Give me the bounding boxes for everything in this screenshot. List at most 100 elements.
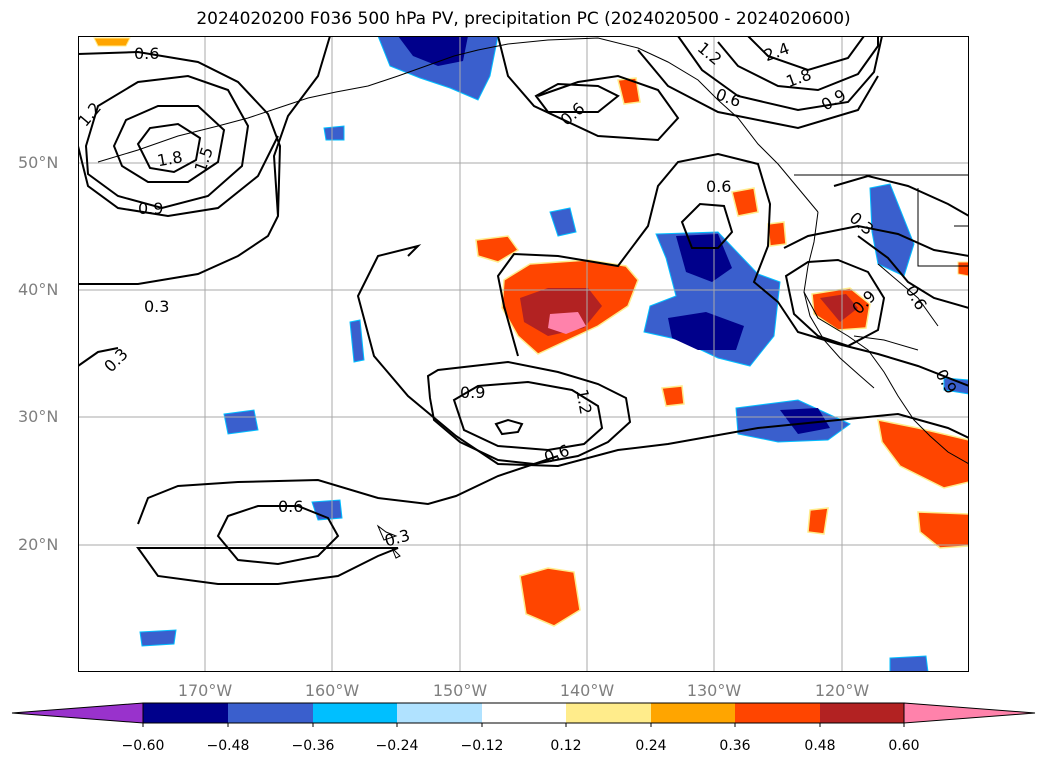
contour-label: 0.6 [902,282,931,314]
border-states [877,188,969,327]
lon-label-120w: 120°W [814,681,870,700]
map-panel: 0.6 1.2 1.8 1.5 0.9 0.3 0.3 0.6 1.2 2.4 … [78,36,969,672]
contour-ne-1p2 [677,36,883,112]
contour-label: 0.6 [278,497,303,516]
contour-label: 0.6 [706,177,731,196]
contour-label: 0.3 [382,526,412,551]
precip-area-warm-2 [731,187,759,217]
lat-label-50n: 50°N [18,153,59,172]
colorbar-swatch [397,703,482,723]
contour-0p6-northwest [78,50,282,217]
contour-ne-0p9 [637,49,879,130]
contour-0p3-southwest [78,347,119,367]
contour-alaska-low-1p2 [84,74,250,210]
contour-0p6-east [857,235,969,309]
precip-positive-areas [93,37,969,627]
colorbar-arrow-right [903,702,1036,724]
grid-lines [78,36,969,672]
colorbar-tick-label: −0.24 [375,738,419,754]
contour-0p3-west [78,36,331,285]
contour-label: 0.3 [100,344,131,375]
colorbar [11,702,1036,727]
contour-label: 2.4 [761,39,791,66]
precip-core-central-b [668,312,744,350]
coastline-baja [803,291,875,389]
lon-label-130w: 130°W [686,681,742,700]
colorbar-tick-label: 0.48 [804,738,836,754]
map-canvas: 0.6 1.2 1.8 1.5 0.9 0.3 0.3 0.6 1.2 2.4 … [78,36,969,672]
colorbar-arrow-left [11,702,144,724]
contour-0p6-sw [216,505,340,566]
coastline-us-west [803,211,969,465]
pv-contours [78,36,969,585]
contour-label: 0.9 [818,85,850,114]
precip-area-warm-6 [617,77,641,105]
precip-area-small-6 [889,655,929,672]
contour-label: 0.9 [460,383,485,402]
colorbar-swatch [313,703,397,723]
precip-area-warm-3 [767,221,787,247]
contour-0p3-nwus [783,174,969,257]
precip-area-small-7 [943,377,969,395]
map-title: 2024020200 F036 500 hPa PV, precipitatio… [196,9,851,29]
colorbar-tick-label: −0.12 [460,738,504,754]
precip-area-mexico [877,419,969,489]
precip-area-small-4 [349,319,365,363]
lat-label-40n: 40°N [18,280,59,299]
contour-0p9-central [426,360,632,466]
precip-area-small-2 [223,409,259,435]
contour-label: 1.8 [156,147,184,170]
contour-label: 1.2 [572,388,595,416]
lon-label-170w: 170°W [177,681,233,700]
precip-core-central-a [676,234,732,282]
coastline-hawaii [376,524,401,559]
contour-0p3-sw [136,455,559,585]
colorbar-tick-label: 0.24 [635,738,667,754]
precip-area-small-8 [323,125,345,141]
colorbar-tick-label: 0.60 [888,738,920,754]
colorbar-swatch [143,703,228,723]
precip-area-warm-8 [93,37,131,47]
contour-alaska-low-1p5 [112,105,226,183]
contour-baja-0p9 [784,258,886,348]
contour-0p9-alaska [78,135,279,218]
contour-label: 0.9 [932,366,961,398]
precip-area-warm-1 [475,235,520,263]
precip-core-gulf-alaska [398,36,468,66]
precip-area-hawaii-south [519,567,581,627]
colorbar-swatch [735,703,820,723]
contour-alaska-low-1p8 [136,122,202,174]
colorbar-swatch [566,703,651,723]
colorbar-swatch [228,703,313,723]
contour-ne-1p8 [747,36,865,72]
colorbar-tick-label: −0.36 [291,738,335,754]
contour-label: 0.6 [557,99,589,130]
contour-trough-inner [680,202,734,249]
contour-trough-0p6 [496,152,969,387]
colorbar-swatch [651,703,735,723]
lat-label-30n: 30°N [18,407,59,426]
colorbar-tick-label: 0.12 [550,738,582,754]
precip-core-baja [820,294,858,322]
lon-label-160w: 160°W [304,681,360,700]
precip-peak-central [548,312,586,334]
contour-gulf-0p6 [497,36,680,142]
contour-label: 1.5 [190,144,217,174]
precip-area-warm-9 [957,261,969,277]
colorbar-tick-label: −0.60 [121,738,165,754]
contour-label: 0.9 [138,199,163,218]
contour-ne-2p4 [717,36,879,92]
contour-1p5-central [494,418,524,436]
lat-label-20n: 20°N [18,535,59,554]
map-border [78,36,969,672]
coastline-aleutians [97,37,819,213]
lon-label-140w: 140°W [559,681,615,700]
coastlines [97,37,969,559]
colorbar-swatch [482,703,566,723]
precip-area-warm-4 [807,507,829,535]
precip-core-sw [780,408,830,434]
precip-area-warm-5 [917,511,969,549]
contour-gulf-inner [534,82,620,113]
contour-label: 0.6 [713,84,743,111]
precip-area-small-5 [139,629,177,647]
